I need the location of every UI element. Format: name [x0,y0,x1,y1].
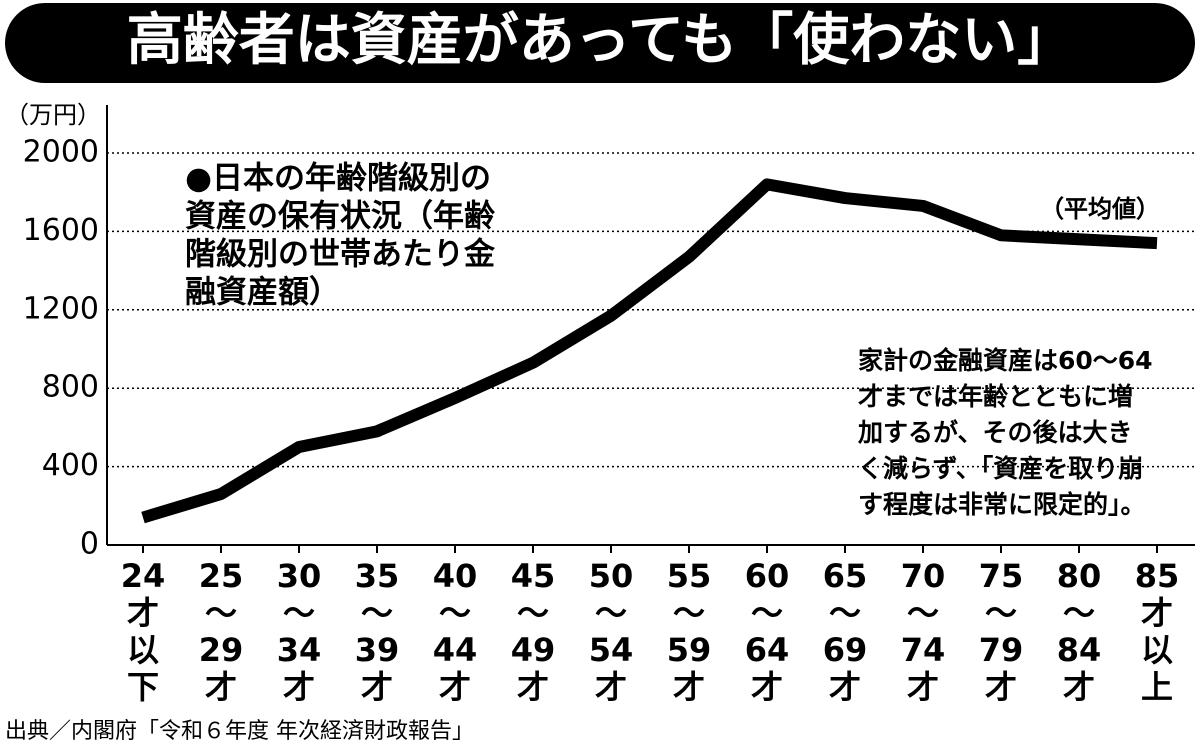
y-axis-label: （万円） [5,101,101,129]
x-tick-label: 45 〜 49 才 [511,557,556,706]
title-bar [5,3,1195,83]
y-tick-label: 400 [42,448,99,483]
series-note: （平均値） [1040,195,1160,223]
note: 家計の金融資産は60～64 [858,346,1153,375]
x-tick-label: 40 〜 44 才 [433,557,478,706]
note: 才までは年齢とともに増 [858,382,1133,411]
x-tick-label: 35 〜 39 才 [355,557,400,706]
y-tick-label: 800 [42,370,99,405]
x-tick-label: 25 〜 29 才 [199,557,244,706]
annotation: 資産の保有状況（年齢 [185,199,495,235]
x-tick-label: 80 〜 84 才 [1057,557,1102,706]
x-tick-label: 75 〜 79 才 [979,557,1024,706]
x-tick-label: 30 〜 34 才 [277,557,322,706]
note: 加するが、その後は大き [857,418,1133,447]
x-tick-label: 85 才以上 [1135,557,1180,706]
x-tick-label: 24 才以下 [121,557,166,706]
y-tick-label: 1600 [23,213,99,248]
annotation: ●日本の年齢階級別の [185,161,491,197]
chart-title: 高齢者は資産があっても「使わない」 [127,8,1073,73]
y-tick-label: 2000 [23,135,99,170]
annotation: 階級別の世帯あたり金 [185,237,496,273]
data-line [141,178,1158,524]
x-tick-label: 60 〜 64 才 [745,557,790,706]
y-tick-label: 1200 [23,291,99,326]
note: す程度は非常に限定的」。 [858,490,1146,519]
x-tick-label: 70 〜 74 才 [901,557,946,706]
x-tick-label: 50 〜 54 才 [589,557,634,706]
source: 出典／内閣府「令和６年度 年次経済財政報告」 [5,719,474,744]
x-tick-label: 65 〜 69 才 [823,557,868,706]
annotation: 融資産額） [185,275,340,311]
y-tick-label: 0 [80,527,99,562]
x-tick-label: 55 〜 59 才 [667,557,712,706]
note: く減らず、「資産を取り崩 [858,454,1143,483]
